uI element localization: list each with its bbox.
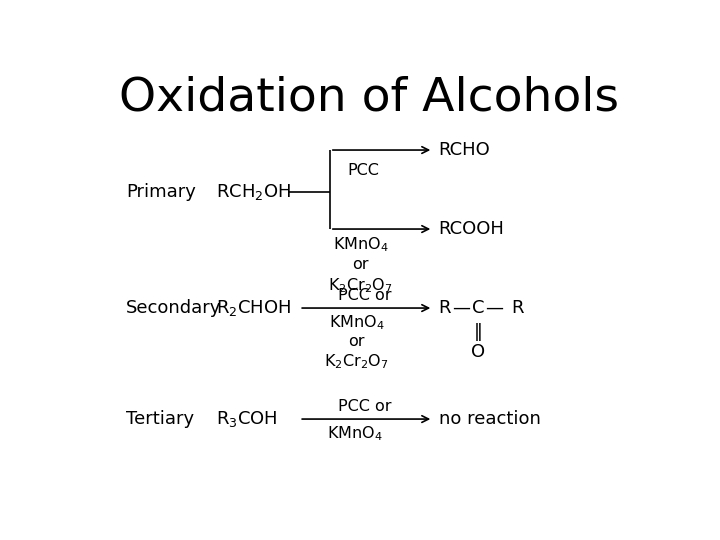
Text: PCC: PCC: [348, 163, 379, 178]
Text: —: —: [452, 299, 470, 317]
Text: KMnO$_4$: KMnO$_4$: [329, 313, 384, 332]
Text: Oxidation of Alcohols: Oxidation of Alcohols: [119, 75, 619, 120]
Text: RCH$_2$OH: RCH$_2$OH: [215, 181, 291, 201]
Text: K$_2$Cr$_2$O$_7$: K$_2$Cr$_2$O$_7$: [325, 352, 389, 371]
Text: or: or: [348, 334, 365, 349]
Text: C: C: [472, 299, 484, 317]
Text: Tertiary: Tertiary: [126, 410, 194, 428]
Text: PCC or: PCC or: [338, 399, 391, 414]
Text: RCHO: RCHO: [438, 141, 490, 159]
Text: O: O: [471, 343, 485, 361]
Text: ‖: ‖: [473, 322, 482, 341]
Text: —: —: [485, 299, 503, 317]
Text: or: or: [352, 257, 369, 272]
Text: KMnO$_4$: KMnO$_4$: [333, 235, 389, 254]
Text: K$_2$Cr$_2$O$_7$: K$_2$Cr$_2$O$_7$: [328, 276, 393, 295]
Text: RCOOH: RCOOH: [438, 220, 505, 238]
Text: KMnO$_4$: KMnO$_4$: [327, 424, 383, 443]
Text: R: R: [438, 299, 451, 317]
Text: R$_2$CHOH: R$_2$CHOH: [215, 298, 291, 318]
Text: R$_3$COH: R$_3$COH: [215, 409, 277, 429]
Text: R: R: [511, 299, 523, 317]
Text: PCC or: PCC or: [338, 288, 391, 303]
Text: no reaction: no reaction: [438, 410, 541, 428]
Text: Secondary: Secondary: [126, 299, 222, 317]
Text: Primary: Primary: [126, 183, 196, 201]
